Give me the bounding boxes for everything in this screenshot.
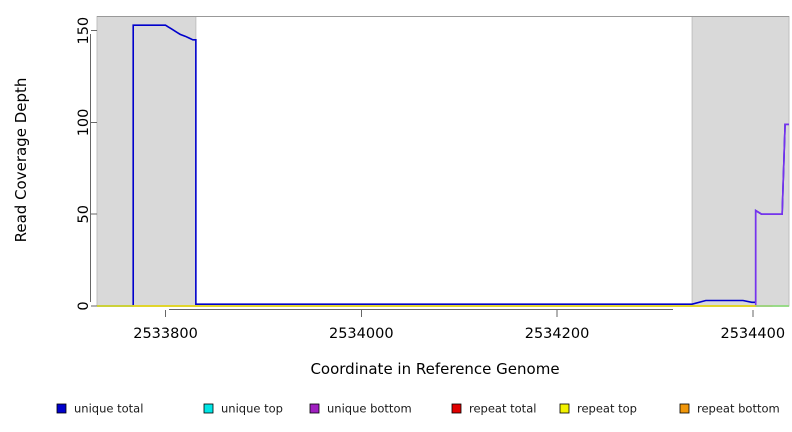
x-tick-label: 2534200 [525,326,590,342]
legend-label-unique-top: unique top [221,402,283,416]
y-tick-label: 50 [76,205,92,223]
series-line-unique-total [97,24,789,307]
legend-label-repeat-top: repeat top [577,402,637,416]
shaded-regions [96,16,790,307]
legend-swatch-unique-bottom [309,403,320,414]
x-tick-label: 2534400 [720,326,785,342]
x-axis: 2533800 2534000 2534200 2534400 Coordinate … [133,309,785,378]
legend-swatch-unique-total [56,403,67,414]
y-axis: 0 50 100 150 Read Coverage Depth [12,17,97,311]
x-tick-label: 2534000 [329,326,394,342]
y-tick-label: 100 [76,109,92,137]
x-tick-group: 2533800 2534000 2534200 2534400 [133,310,785,342]
y-tick-label: 0 [76,301,92,310]
y-axis-title: Read Coverage Depth [12,78,30,243]
data-series-group [97,24,789,307]
y-tick-group: 0 50 100 150 [76,17,97,311]
legend-swatch-repeat-top [559,403,570,414]
shaded-region [96,16,197,307]
x-axis-title: Coordinate in Reference Genome [310,360,559,378]
chart-legend: unique total unique top unique bottom repea… [56,402,780,416]
legend-label-repeat-bottom: repeat bottom [697,402,780,416]
y-tick-label: 150 [76,17,92,45]
legend-label-unique-total: unique total [74,402,143,416]
shaded-region [691,16,790,307]
x-tick-label: 2533800 [133,326,198,342]
legend-label-repeat-total: repeat total [469,402,536,416]
legend-label-unique-bottom: unique bottom [327,402,412,416]
legend-swatch-unique-top [203,403,214,414]
legend-swatch-repeat-total [451,403,462,414]
legend-swatch-repeat-bottom [679,403,690,414]
series-line-unique-bottom [97,123,789,307]
